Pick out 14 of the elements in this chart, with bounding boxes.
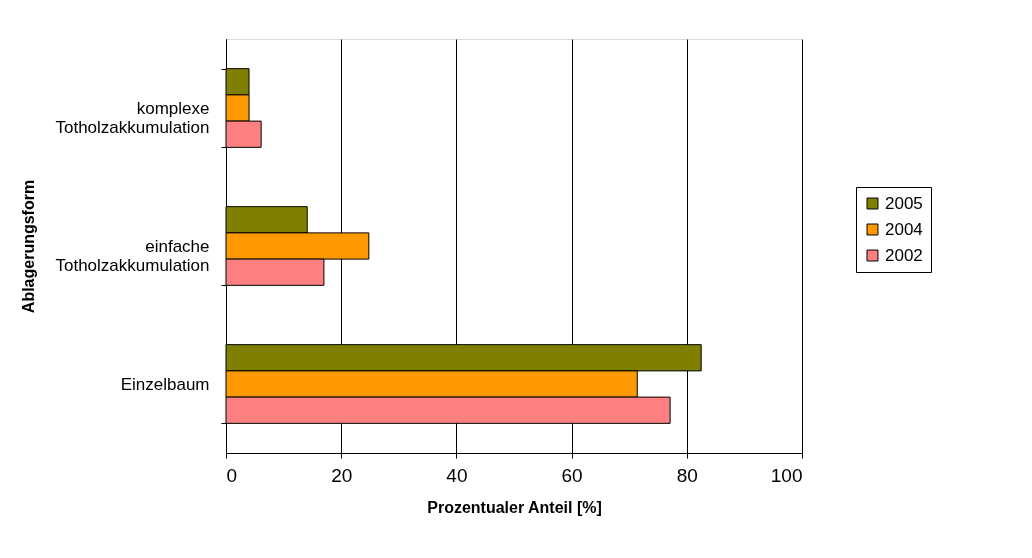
x-tick-label: 40	[446, 464, 468, 486]
y-tick-label: einfache Totholzakkumulation	[55, 236, 210, 275]
x-tick-label: 0	[226, 464, 238, 486]
x-axis-title: Prozentualer Anteil [%]	[427, 498, 602, 516]
x-tick-label: 100	[770, 464, 803, 486]
x-tick-label: 60	[561, 464, 583, 486]
legend-label: 2005	[885, 193, 923, 213]
y-tick-label: Einzelbaum	[120, 374, 210, 394]
legend-label: 2002	[885, 245, 923, 265]
y-axis-title: Ablagerungsform	[20, 179, 38, 314]
legend-label: 2004	[885, 219, 923, 239]
x-tick-label: 80	[676, 464, 698, 486]
x-tick-label: 20	[331, 464, 353, 486]
y-tick-label: komplexe Totholzakkumulation	[55, 98, 210, 137]
